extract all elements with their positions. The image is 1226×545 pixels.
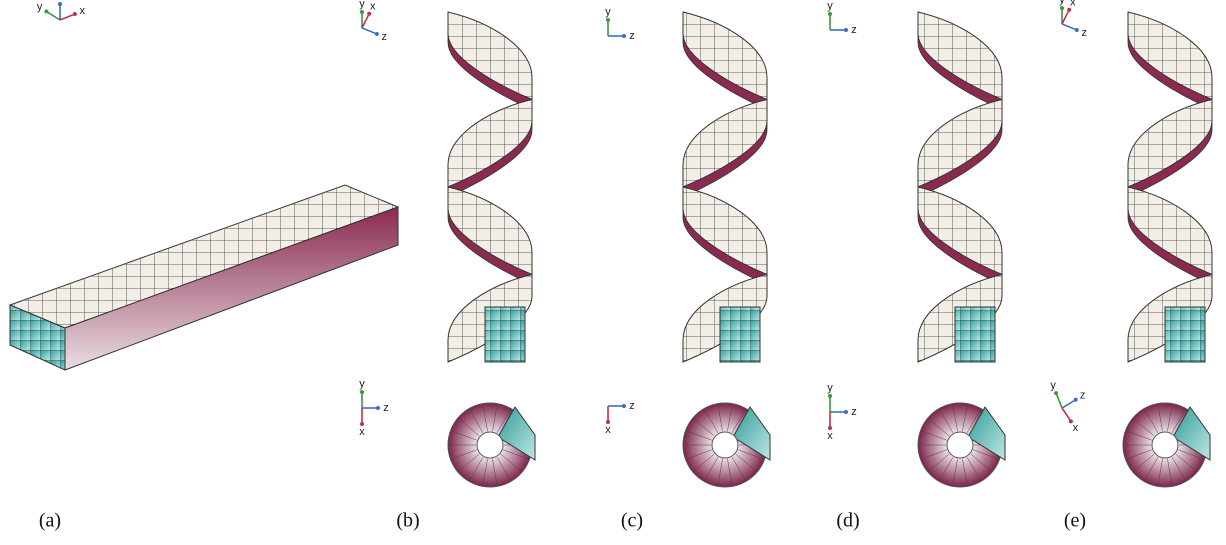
panel-label: (e): [1064, 510, 1086, 532]
axis-tip: [606, 18, 610, 22]
axis-tip: [58, 2, 62, 6]
axis-label: x: [359, 426, 365, 438]
disc-hole: [947, 432, 973, 458]
axis-arrow: [60, 14, 75, 20]
axis-label: x: [1070, 0, 1076, 8]
panel-label: (b): [396, 510, 419, 532]
axis-triad: y z x: [37, 0, 86, 20]
axis-label: y: [1050, 380, 1056, 392]
axis-tip: [73, 12, 77, 16]
axis-arrow: [46, 12, 60, 20]
axis-triad: y z x: [827, 382, 857, 442]
axis-label: x: [370, 0, 376, 12]
beam: [10, 185, 398, 370]
axis-label: z: [1082, 27, 1088, 39]
helix: [1128, 12, 1212, 362]
helix: [683, 12, 767, 362]
axis-arrow: [1062, 24, 1077, 30]
cross-section: [918, 403, 1005, 487]
axis-label: z: [383, 402, 389, 414]
axis-tip: [1054, 391, 1058, 395]
disc-hole: [1152, 432, 1178, 458]
axis-triad: zx: [605, 400, 635, 436]
cross-section: [683, 403, 770, 487]
panel-label: (c): [621, 510, 643, 532]
axis-triad: y z x: [1050, 380, 1085, 434]
axis-label: z: [851, 406, 857, 418]
axis-label: z: [382, 31, 388, 43]
axis-tip: [844, 28, 848, 32]
helix: [448, 12, 532, 362]
axis-label: x: [1073, 422, 1079, 434]
axis-label: x: [827, 430, 833, 442]
axis-label: y: [37, 1, 43, 13]
axis-label: y: [827, 0, 833, 12]
cross-section: [448, 403, 535, 487]
axis-triad: yx z: [1059, 0, 1087, 39]
helix: [918, 12, 1002, 362]
disc-hole: [477, 432, 503, 458]
helix-end: [485, 307, 525, 362]
axis-triad: y z x: [359, 378, 389, 438]
axis-tip: [360, 390, 364, 394]
axis-arrow: [362, 28, 377, 34]
axis-label: z: [851, 24, 857, 36]
axis-arrow: [1062, 400, 1076, 408]
axis-tip: [375, 32, 379, 36]
cross-section: [1123, 403, 1210, 487]
axis-arrow: [362, 14, 369, 28]
axis-tip: [1074, 398, 1078, 402]
axis-label: x: [80, 5, 86, 17]
axis-label: x: [605, 424, 611, 436]
axis-label: z: [57, 0, 63, 2]
axis-tip: [44, 10, 48, 14]
axis-label: z: [629, 30, 635, 42]
disc-hole: [712, 432, 738, 458]
axis-tip: [1075, 28, 1079, 32]
axis-label: y: [605, 6, 611, 18]
axis-label: y: [1059, 0, 1065, 6]
axis-tip: [622, 34, 626, 38]
axis-tip: [376, 406, 380, 410]
axis-triad: yz: [827, 0, 857, 36]
helix-end: [1165, 307, 1205, 362]
axis-tip: [622, 404, 626, 408]
helix-end: [955, 307, 995, 362]
helix-end: [720, 307, 760, 362]
axis-label: z: [1080, 390, 1086, 402]
axis-arrow: [1056, 393, 1062, 408]
axis-tip: [828, 12, 832, 16]
panel-label: (d): [836, 510, 859, 532]
axis-tip: [360, 10, 364, 14]
axis-arrow: [1062, 10, 1069, 24]
axis-triad: yz: [605, 6, 635, 42]
figure: (a)yzx(b)yxzyzx(c)yzzx(d)yzyzx(e)yxzyzx: [0, 0, 1226, 545]
axis-tip: [828, 394, 832, 398]
panel-label: (a): [39, 510, 61, 532]
axis-arrow: [1062, 408, 1071, 421]
axis-label: z: [629, 400, 635, 412]
axis-label: y: [359, 0, 365, 10]
axis-label: y: [827, 382, 833, 394]
axis-tip: [844, 410, 848, 414]
axis-tip: [1060, 6, 1064, 10]
axis-label: y: [359, 378, 365, 390]
